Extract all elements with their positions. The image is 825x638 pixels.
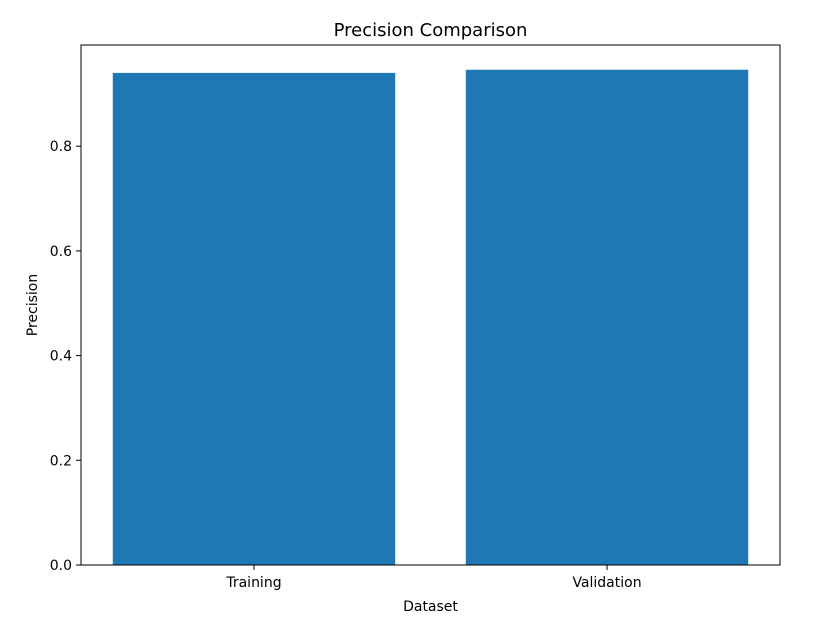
x-tick-label-training: Training (225, 575, 281, 591)
plot-area-frame (80, 44, 781, 566)
y-tick-label: 0.6 (50, 244, 72, 260)
y-tick-label: 0.2 (50, 453, 72, 469)
bar-training (112, 72, 396, 566)
bars-group (112, 69, 749, 566)
bar-validation (465, 69, 749, 565)
x-axis-label: Dataset (403, 599, 458, 615)
y-tick-label: 0.0 (50, 558, 72, 574)
y-tick-label: 0.4 (50, 349, 72, 365)
x-axis-ticks: Training Validation (225, 565, 642, 591)
x-tick-label-validation: Validation (572, 575, 641, 591)
y-axis-ticks: 0.0 0.2 0.4 0.6 0.8 (50, 139, 81, 574)
y-axis-label: Precision (25, 274, 41, 336)
chart-title: Precision Comparison (334, 20, 528, 41)
y-tick-label: 0.8 (50, 139, 72, 155)
